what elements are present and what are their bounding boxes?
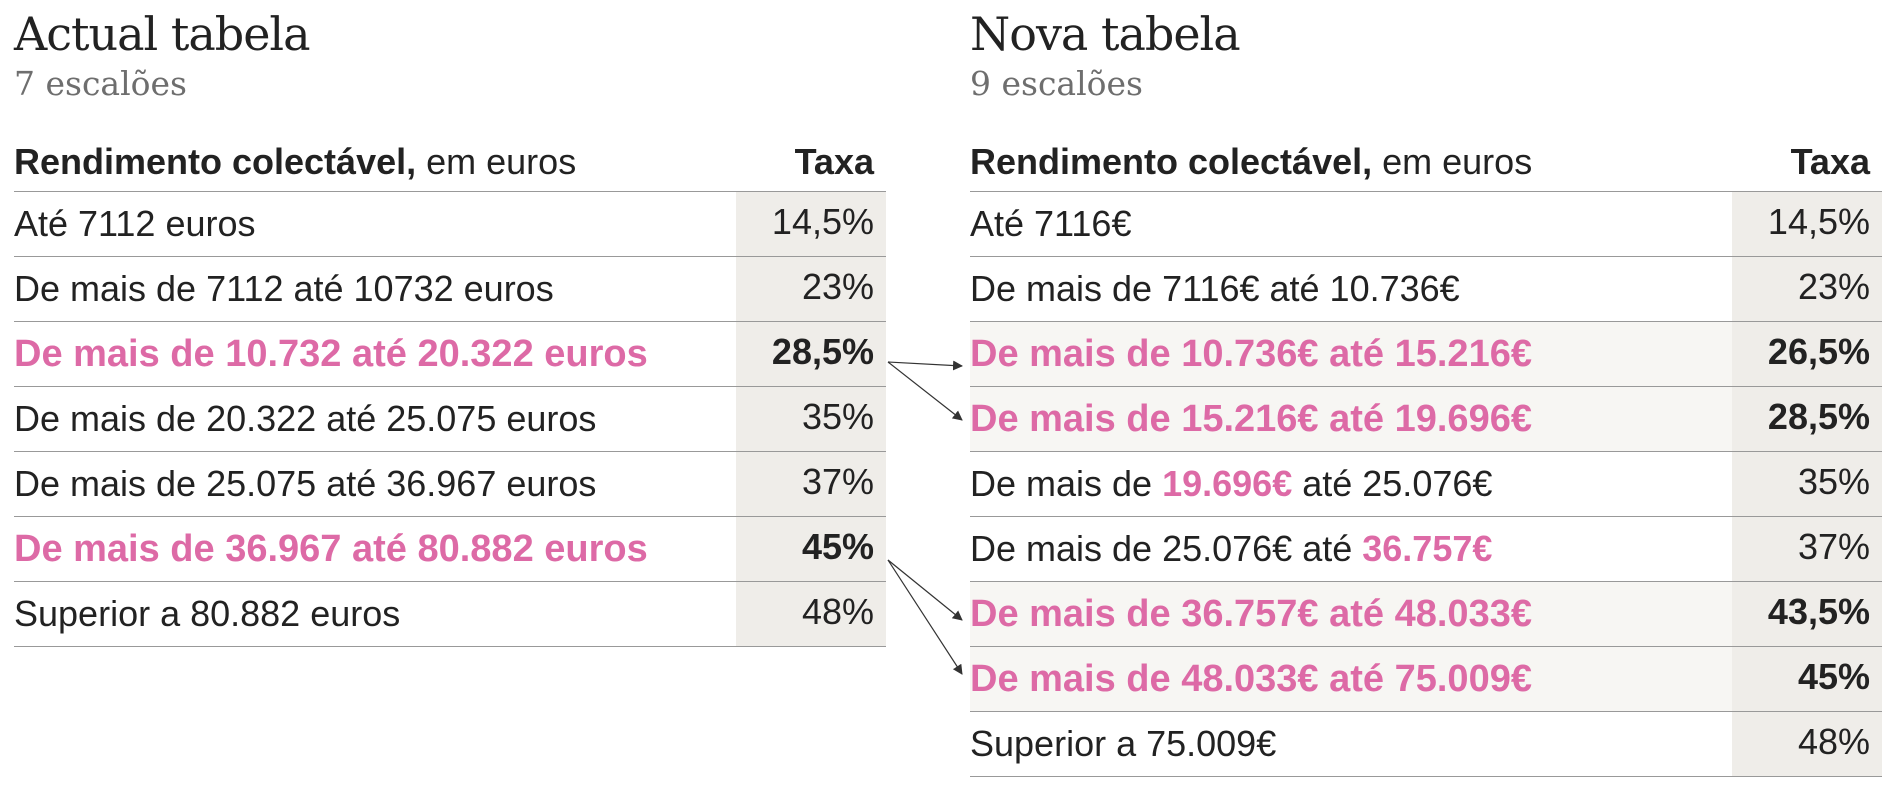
bracket-range: Superior a 75.009€ <box>970 723 1277 764</box>
current-table-subtitle: 7 escalões <box>14 64 187 103</box>
bracket-range: De mais de 48.033€ até 75.009€ <box>970 657 1532 700</box>
new-table-rows: Até 7116€ 14,5% De mais de 7116€ até 10.7… <box>970 192 1882 777</box>
income-header-rest: em euros <box>416 141 577 182</box>
range-changed-value: 19.696€ <box>1162 463 1293 504</box>
bracket-rate: 35% <box>1732 452 1882 516</box>
new-table-subtitle: 9 escalões <box>970 64 1143 103</box>
table-row: Até 7112 euros 14,5% <box>14 192 886 257</box>
bracket-range: De mais de 7112 até 10732 euros <box>14 268 554 309</box>
new-table-title: Nova tabela <box>970 7 1241 61</box>
bracket-rate: 28,5% <box>736 322 886 386</box>
bracket-rate: 26,5% <box>1732 322 1882 386</box>
arrow-line <box>887 360 963 371</box>
bracket-rate: 43,5% <box>1732 582 1882 646</box>
bracket-rate: 48% <box>736 582 886 646</box>
bracket-range: Superior a 80.882 euros <box>14 593 401 634</box>
current-table-header: Rendimento colectável, em euros Taxa <box>14 108 886 192</box>
bracket-range: De mais de 25.075 até 36.967 euros <box>14 463 597 504</box>
current-table-rows: Até 7112 euros 14,5% De mais de 7112 até … <box>14 192 886 647</box>
range-changed-value: 36.757€ <box>1362 528 1493 569</box>
bracket-range: De mais de 7116€ até 10.736€ <box>970 268 1460 309</box>
bracket-range: De mais de 25.076€ até 36.757€ <box>970 528 1492 570</box>
new-table-panel: Nova tabela 9 escalões Rendimento colect… <box>970 0 1882 777</box>
arrow-line <box>887 559 963 621</box>
table-row: De mais de 25.076€ até 36.757€ 37% <box>970 517 1882 582</box>
table-row-highlighted: De mais de 10.736€ até 15.216€ 26,5% <box>970 322 1882 387</box>
bracket-rate: 14,5% <box>1732 192 1882 256</box>
bracket-range: De mais de 20.322 até 25.075 euros <box>14 398 597 439</box>
table-row: Superior a 75.009€ 48% <box>970 712 1882 777</box>
range-part: até 25.076€ <box>1292 463 1493 504</box>
arrow-line <box>887 559 963 675</box>
current-table-title: Actual tabela <box>14 7 311 61</box>
bracket-rate: 23% <box>736 257 886 321</box>
bracket-range: De mais de 10.736€ até 15.216€ <box>970 332 1532 375</box>
bracket-range: Até 7116€ <box>970 203 1132 244</box>
table-row: De mais de 20.322 até 25.075 euros 35% <box>14 387 886 452</box>
bracket-range: Até 7112 euros <box>14 203 256 244</box>
rate-column-header: Taxa <box>794 141 874 182</box>
table-row: De mais de 7116€ até 10.736€ 23% <box>970 257 1882 322</box>
bracket-rate: 45% <box>1732 647 1882 711</box>
income-header-rest: em euros <box>1372 141 1533 182</box>
bracket-range: De mais de 36.757€ até 48.033€ <box>970 592 1532 635</box>
income-header-bold: Rendimento colectável, <box>14 141 417 182</box>
table-row-highlighted: De mais de 36.757€ até 48.033€ 43,5% <box>970 582 1882 647</box>
bracket-rate: 23% <box>1732 257 1882 321</box>
table-row: De mais de 25.075 até 36.967 euros 37% <box>14 452 886 517</box>
rate-column-header: Taxa <box>1790 141 1870 182</box>
arrow-line <box>887 361 963 421</box>
bracket-range: De mais de 10.732 até 20.322 euros <box>14 332 648 375</box>
current-table-panel: Actual tabela 7 escalões Rendimento cole… <box>14 0 886 647</box>
income-header-bold: Rendimento colectável, <box>970 141 1373 182</box>
table-row: De mais de 19.696€ até 25.076€ 35% <box>970 452 1882 517</box>
range-part: De mais de <box>970 463 1163 504</box>
table-row-highlighted: De mais de 48.033€ até 75.009€ 45% <box>970 647 1882 712</box>
table-row-highlighted: De mais de 36.967 até 80.882 euros 45% <box>14 517 886 582</box>
bracket-rate: 37% <box>736 452 886 516</box>
bracket-range: De mais de 19.696€ até 25.076€ <box>970 463 1492 505</box>
range-part: De mais de 25.076€ até <box>970 528 1363 569</box>
table-row-highlighted: De mais de 15.216€ até 19.696€ 28,5% <box>970 387 1882 452</box>
bracket-rate: 48% <box>1732 712 1882 776</box>
income-column-header: Rendimento colectável, em euros <box>14 141 576 183</box>
bracket-rate: 14,5% <box>736 192 886 256</box>
new-table-header: Rendimento colectável, em euros Taxa <box>970 108 1882 192</box>
income-column-header: Rendimento colectável, em euros <box>970 141 1532 183</box>
table-row: Superior a 80.882 euros 48% <box>14 582 886 647</box>
bracket-rate: 28,5% <box>1732 387 1882 451</box>
table-row: De mais de 7112 até 10732 euros 23% <box>14 257 886 322</box>
bracket-rate: 37% <box>1732 517 1882 581</box>
bracket-rate: 35% <box>736 387 886 451</box>
table-row: Até 7116€ 14,5% <box>970 192 1882 257</box>
bracket-range: De mais de 36.967 até 80.882 euros <box>14 527 648 570</box>
bracket-range: De mais de 15.216€ até 19.696€ <box>970 397 1532 440</box>
bracket-rate: 45% <box>736 517 886 581</box>
table-row-highlighted: De mais de 10.732 até 20.322 euros 28,5% <box>14 322 886 387</box>
